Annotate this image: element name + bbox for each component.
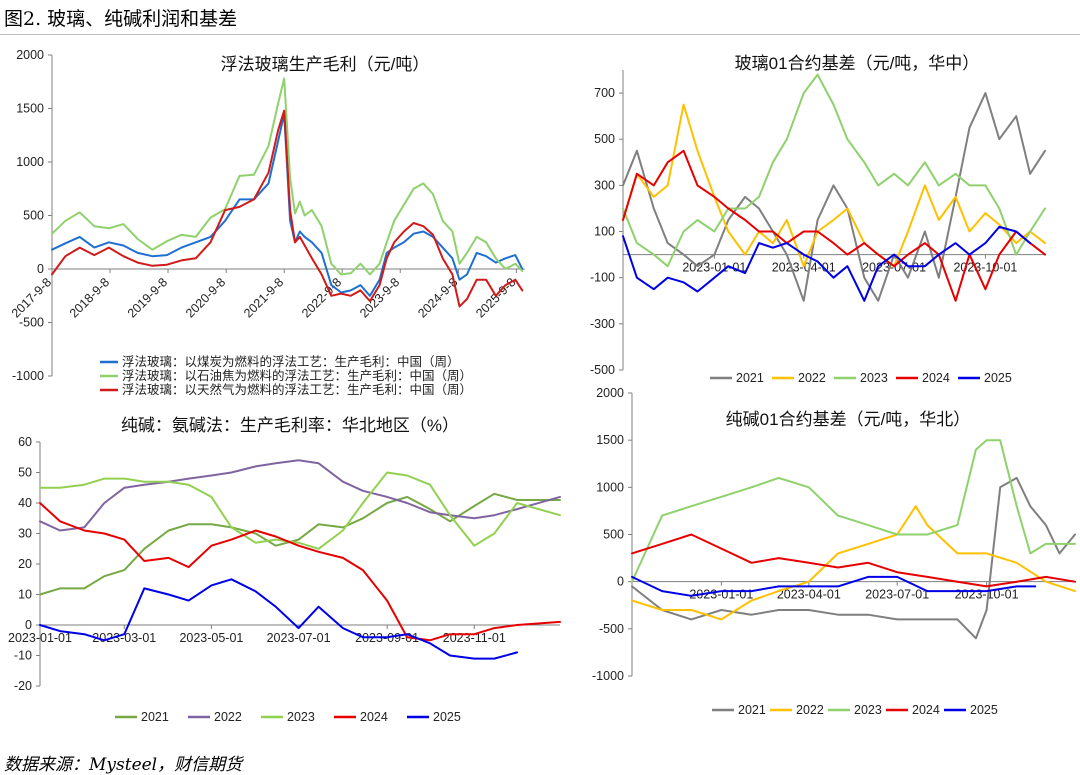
y-tick-label: -300 — [590, 317, 615, 331]
x-tick-label: 2023-04-01 — [772, 261, 836, 275]
series-line — [622, 149, 1046, 302]
y-tick-label: 500 — [594, 132, 615, 146]
series-line — [39, 502, 561, 642]
y-tick-label: 2000 — [596, 386, 624, 400]
series-line — [622, 103, 1046, 268]
legend-label: 2022 — [798, 371, 826, 385]
glass-profit-chart: -1000 -500 0 500 1000 1500 2000 2017-9-8 2018-9-… — [9, 48, 525, 395]
y-tick-label: 0 — [617, 575, 624, 589]
title-divider — [0, 34, 1080, 35]
y-tick-label: -100 — [590, 271, 615, 285]
x-tick-label: 2023-11-01 — [443, 631, 506, 645]
legend-label: 2021 — [738, 703, 766, 717]
chart-title: 纯碱：氨碱法：生产毛利率：华北地区（%） — [121, 416, 459, 435]
x-tick-label: 2021-9-8 — [241, 275, 286, 320]
legend-label: 2025 — [433, 710, 461, 724]
legend-label: 2023 — [860, 371, 888, 385]
y-tick-label: 500 — [603, 528, 624, 542]
legend-label: 浮法玻璃：以天然气为燃料的浮法工艺：生产毛利：中国（周） — [122, 382, 472, 395]
y-tick-label: -20 — [14, 679, 32, 693]
chart-title: 纯碱01合约基差（元/吨，华北） — [726, 410, 971, 429]
x-tick-label: 2023-05-01 — [179, 631, 243, 645]
series-line — [622, 225, 1032, 302]
y-tick-label: -500 — [19, 316, 44, 330]
y-tick-label: 2000 — [16, 48, 44, 62]
series-line — [631, 439, 1076, 583]
series-line — [622, 73, 1046, 268]
y-tick-label: 1500 — [16, 102, 44, 116]
x-tick-label: 2023-07-01 — [862, 261, 926, 275]
series-line — [631, 533, 1076, 588]
legend-label: 浮法玻璃：以石油焦为燃料的浮法工艺：生产毛利：中国（周） — [122, 368, 472, 383]
x-tick-label: 2017-9-8 — [9, 275, 54, 320]
chart-title: 浮法玻璃生产毛利（元/吨） — [221, 55, 430, 74]
legend-label: 2024 — [922, 371, 950, 385]
legend-label: 2022 — [214, 710, 242, 724]
series-line — [39, 459, 561, 532]
legend-label: 2025 — [970, 703, 998, 717]
legend-label: 2023 — [854, 703, 882, 717]
legend-label: 浮法玻璃：以煤炭为燃料的浮法工艺：生产毛利：中国（周） — [122, 354, 460, 369]
legend-label: 2024 — [912, 703, 940, 717]
x-tick-label: 2020-9-8 — [183, 275, 228, 320]
glass-basis-chart: -500 -300 -100 100 300 500 700 2023-01-01 2023-0… — [590, 54, 1046, 385]
series-line — [51, 77, 524, 276]
legend-label: 2022 — [796, 703, 824, 717]
y-tick-label: 60 — [18, 435, 32, 449]
x-tick-label: 2018-9-8 — [67, 275, 112, 320]
x-tick-label: 2023-04-01 — [777, 588, 841, 602]
y-tick-label: -500 — [590, 363, 615, 377]
y-tick-label: 0 — [25, 618, 32, 632]
x-tick-label: 2023-07-01 — [267, 631, 331, 645]
y-tick-label: 1000 — [596, 480, 624, 494]
x-tick-label: 2019-9-8 — [125, 275, 170, 320]
x-tick-label: 2023-10-01 — [953, 261, 1017, 275]
x-tick-label: 2023-01-01 — [682, 261, 746, 275]
series-line — [631, 575, 1037, 597]
x-tick-label: 2023-10-01 — [955, 588, 1019, 602]
series-line — [631, 505, 1076, 621]
legend-label: 2024 — [360, 710, 388, 724]
series-line — [631, 476, 1076, 640]
y-tick-label: -10 — [14, 649, 32, 663]
y-tick-label: 1500 — [596, 433, 624, 447]
y-tick-label: 30 — [18, 527, 32, 541]
y-tick-label: 20 — [18, 557, 32, 571]
y-tick-label: 0 — [37, 262, 44, 276]
series-line — [622, 92, 1046, 302]
figure-title: 图2. 玻璃、纯碱利润和基差 — [4, 8, 238, 30]
y-tick-label: -500 — [599, 622, 624, 636]
y-tick-label: 10 — [18, 588, 32, 602]
series-line — [51, 109, 524, 308]
series-line — [39, 578, 519, 660]
legend-label: 2021 — [736, 371, 764, 385]
x-tick-label: 2023-07-01 — [865, 588, 929, 602]
data-source-note: 数据来源：Mysteel，财信期货 — [4, 755, 243, 775]
y-tick-label: 100 — [594, 225, 615, 239]
y-tick-label: 50 — [18, 466, 32, 480]
legend-label: 2021 — [141, 710, 169, 724]
y-tick-label: 500 — [23, 209, 44, 223]
y-tick-label: 700 — [594, 86, 615, 100]
chart-title: 玻璃01合约基差（元/吨，华中） — [735, 54, 980, 73]
legend-label: 2025 — [984, 371, 1012, 385]
y-tick-label: 40 — [18, 496, 32, 510]
x-tick-label: 2023-03-01 — [92, 631, 156, 645]
x-tick-label: 2023-01-01 — [8, 631, 72, 645]
y-tick-label: 300 — [594, 178, 615, 192]
y-tick-label: -1000 — [12, 369, 44, 383]
series-line — [51, 112, 524, 297]
y-tick-label: -1000 — [592, 669, 624, 683]
soda-margin-chart: -20 -10 0 10 20 30 40 50 60 2023-01-01 2023-03-01 2… — [8, 416, 561, 724]
y-tick-label: 1000 — [16, 155, 44, 169]
x-tick-label: 2022-9-8 — [299, 275, 344, 320]
legend-label: 2023 — [287, 710, 315, 724]
